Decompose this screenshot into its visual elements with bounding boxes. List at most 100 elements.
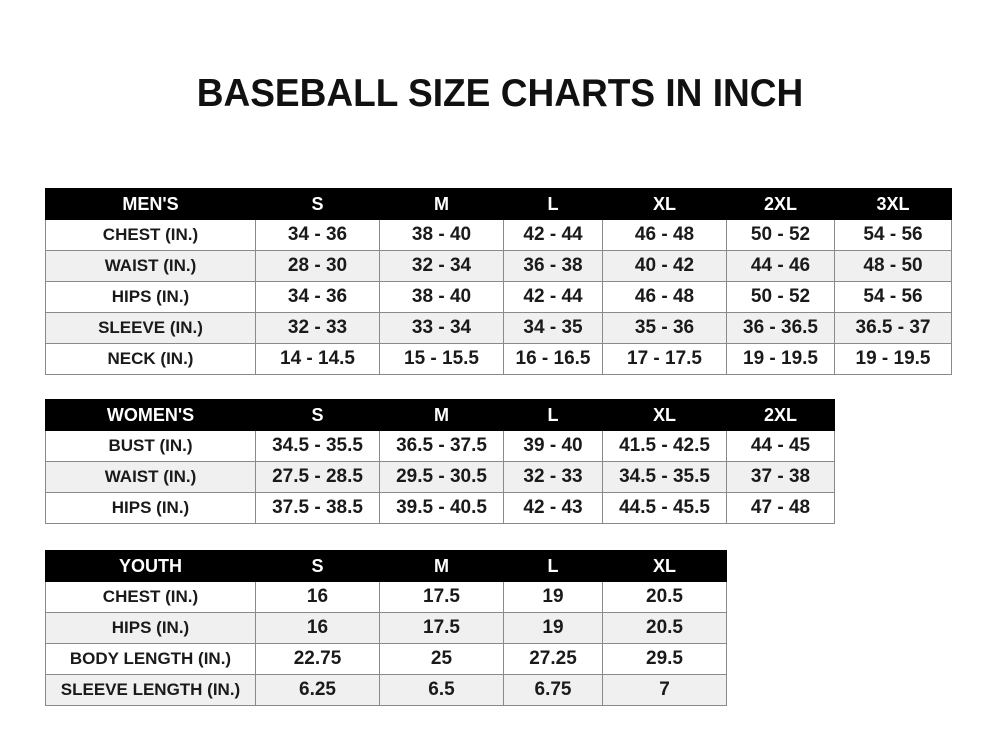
- measurement-label: SLEEVE LENGTH (IN.): [45, 674, 256, 706]
- size-column-header: M: [379, 188, 504, 220]
- size-column-header: L: [503, 188, 603, 220]
- youth-size-table: YOUTH S M L XL CHEST (IN.) 16 17.5 19 20.5 HIPS (I…: [45, 550, 727, 706]
- mens-size-table: MEN'S S M L XL 2XL 3XL CHEST (IN.) 34 - 36 38 - 4…: [45, 188, 952, 375]
- size-column-header: XL: [602, 399, 727, 431]
- measurement-cell: 17.5: [379, 581, 504, 613]
- measurement-label: BODY LENGTH (IN.): [45, 643, 256, 675]
- measurement-cell: 34.5 - 35.5: [255, 430, 380, 462]
- table-row: BUST (IN.) 34.5 - 35.5 36.5 - 37.5 39 - 40 4…: [45, 430, 835, 462]
- category-header: YOUTH: [45, 550, 256, 582]
- measurement-cell: 44 - 46: [726, 250, 835, 282]
- size-column-header: M: [379, 550, 504, 582]
- measurement-cell: 6.75: [503, 674, 603, 706]
- size-column-header: XL: [602, 188, 727, 220]
- size-column-header: S: [255, 399, 380, 431]
- measurement-cell: 19 - 19.5: [726, 343, 835, 375]
- size-column-header: 2XL: [726, 399, 835, 431]
- table-row: BODY LENGTH (IN.) 22.75 25 27.25 29.5: [45, 643, 727, 675]
- table-row: CHEST (IN.) 34 - 36 38 - 40 42 - 44 46 - 48 5…: [45, 219, 952, 251]
- measurement-cell: 34 - 36: [255, 281, 380, 313]
- measurement-cell: 48 - 50: [834, 250, 952, 282]
- measurement-cell: 41.5 - 42.5: [602, 430, 727, 462]
- table-row: WAIST (IN.) 27.5 - 28.5 29.5 - 30.5 32 - 33…: [45, 461, 835, 493]
- table-row: WAIST (IN.) 28 - 30 32 - 34 36 - 38 40 - 42 4…: [45, 250, 952, 282]
- measurement-cell: 17.5: [379, 612, 504, 644]
- measurement-cell: 29.5 - 30.5: [379, 461, 504, 493]
- size-column-header: XL: [602, 550, 727, 582]
- measurement-cell: 39 - 40: [503, 430, 603, 462]
- measurement-cell: 38 - 40: [379, 281, 504, 313]
- measurement-cell: 37.5 - 38.5: [255, 492, 380, 524]
- table-row: SLEEVE (IN.) 32 - 33 33 - 34 34 - 35 35 - 36…: [45, 312, 952, 344]
- table-row: NECK (IN.) 14 - 14.5 15 - 15.5 16 - 16.5 17 …: [45, 343, 952, 375]
- table-row: CHEST (IN.) 16 17.5 19 20.5: [45, 581, 727, 613]
- measurement-cell: 20.5: [602, 612, 727, 644]
- measurement-cell: 38 - 40: [379, 219, 504, 251]
- measurement-cell: 36 - 36.5: [726, 312, 835, 344]
- measurement-cell: 32 - 33: [255, 312, 380, 344]
- measurement-cell: 36 - 38: [503, 250, 603, 282]
- size-column-header: S: [255, 550, 380, 582]
- measurement-label: CHEST (IN.): [45, 581, 256, 613]
- measurement-cell: 54 - 56: [834, 281, 952, 313]
- measurement-cell: 36.5 - 37: [834, 312, 952, 344]
- measurement-label: WAIST (IN.): [45, 250, 256, 282]
- measurement-cell: 16 - 16.5: [503, 343, 603, 375]
- table-header-row: MEN'S S M L XL 2XL 3XL: [45, 188, 952, 220]
- measurement-label: HIPS (IN.): [45, 612, 256, 644]
- measurement-label: BUST (IN.): [45, 430, 256, 462]
- size-column-header: L: [503, 399, 603, 431]
- measurement-cell: 19: [503, 612, 603, 644]
- measurement-cell: 39.5 - 40.5: [379, 492, 504, 524]
- size-column-header: S: [255, 188, 380, 220]
- measurement-cell: 29.5: [602, 643, 727, 675]
- measurement-cell: 7: [602, 674, 727, 706]
- measurement-cell: 25: [379, 643, 504, 675]
- measurement-cell: 40 - 42: [602, 250, 727, 282]
- size-column-header: L: [503, 550, 603, 582]
- measurement-label: WAIST (IN.): [45, 461, 256, 493]
- measurement-cell: 34.5 - 35.5: [602, 461, 727, 493]
- measurement-cell: 6.5: [379, 674, 504, 706]
- measurement-label: CHEST (IN.): [45, 219, 256, 251]
- measurement-cell: 16: [255, 581, 380, 613]
- measurement-cell: 50 - 52: [726, 281, 835, 313]
- measurement-cell: 14 - 14.5: [255, 343, 380, 375]
- table-row: HIPS (IN.) 37.5 - 38.5 39.5 - 40.5 42 - 43 4…: [45, 492, 835, 524]
- category-header: MEN'S: [45, 188, 256, 220]
- womens-size-table: WOMEN'S S M L XL 2XL BUST (IN.) 34.5 - 35.5 36.5…: [45, 399, 835, 524]
- measurement-cell: 36.5 - 37.5: [379, 430, 504, 462]
- measurement-cell: 15 - 15.5: [379, 343, 504, 375]
- measurement-cell: 42 - 44: [503, 281, 603, 313]
- table-row: SLEEVE LENGTH (IN.) 6.25 6.5 6.75 7: [45, 674, 727, 706]
- measurement-cell: 34 - 35: [503, 312, 603, 344]
- measurement-cell: 27.5 - 28.5: [255, 461, 380, 493]
- measurement-label: HIPS (IN.): [45, 492, 256, 524]
- measurement-cell: 32 - 33: [503, 461, 603, 493]
- measurement-cell: 20.5: [602, 581, 727, 613]
- size-column-header: 2XL: [726, 188, 835, 220]
- category-header: WOMEN'S: [45, 399, 256, 431]
- measurement-cell: 37 - 38: [726, 461, 835, 493]
- measurement-cell: 50 - 52: [726, 219, 835, 251]
- measurement-cell: 17 - 17.5: [602, 343, 727, 375]
- table-header-row: WOMEN'S S M L XL 2XL: [45, 399, 835, 431]
- measurement-cell: 34 - 36: [255, 219, 380, 251]
- measurement-label: SLEEVE (IN.): [45, 312, 256, 344]
- measurement-cell: 28 - 30: [255, 250, 380, 282]
- measurement-cell: 16: [255, 612, 380, 644]
- measurement-cell: 54 - 56: [834, 219, 952, 251]
- table-row: HIPS (IN.) 16 17.5 19 20.5: [45, 612, 727, 644]
- measurement-cell: 46 - 48: [602, 281, 727, 313]
- table-header-row: YOUTH S M L XL: [45, 550, 727, 582]
- measurement-cell: 42 - 43: [503, 492, 603, 524]
- measurement-cell: 35 - 36: [602, 312, 727, 344]
- table-row: HIPS (IN.) 34 - 36 38 - 40 42 - 44 46 - 48 50…: [45, 281, 952, 313]
- measurement-cell: 6.25: [255, 674, 380, 706]
- measurement-cell: 19 - 19.5: [834, 343, 952, 375]
- measurement-cell: 27.25: [503, 643, 603, 675]
- measurement-cell: 33 - 34: [379, 312, 504, 344]
- measurement-cell: 44 - 45: [726, 430, 835, 462]
- measurement-cell: 44.5 - 45.5: [602, 492, 727, 524]
- measurement-label: HIPS (IN.): [45, 281, 256, 313]
